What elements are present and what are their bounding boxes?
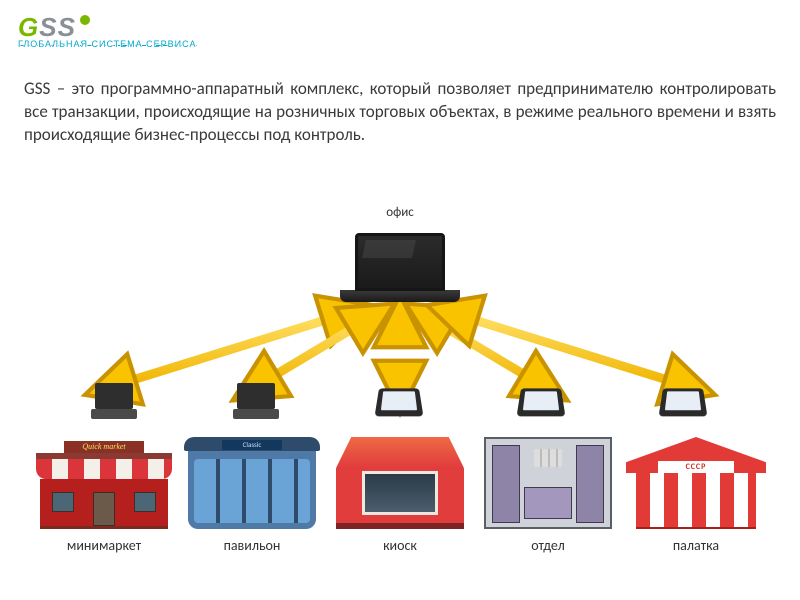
- node-label-kiosk: киоск: [336, 537, 464, 554]
- pavilion-sign: Classic: [222, 440, 282, 450]
- label-row: минимаркет павильон киоск отдел палатка: [0, 537, 800, 554]
- section-icon: [484, 437, 612, 529]
- node-label-minimarket: минимаркет: [40, 537, 168, 554]
- node-label-section: отдел: [484, 537, 612, 554]
- minimarket-sign: Quick market: [64, 441, 144, 453]
- minimarket-icon: Quick market: [40, 437, 168, 529]
- kiosk-icon: [336, 437, 464, 529]
- logo-tagline: ГЛОБАЛЬНАЯ СИСТЕМА СЕРВИСА: [18, 39, 196, 49]
- building-row: Quick market Classic СССР: [0, 437, 800, 529]
- pos-terminal-icon: [231, 383, 286, 425]
- laptop-icon: [340, 233, 460, 311]
- logo-dot-icon: [80, 15, 90, 25]
- network-diagram: офис Quick market Classic СС: [0, 205, 800, 600]
- pavilion-icon: Classic: [188, 437, 316, 529]
- description-text: GSS – это программно-аппаратный комплекс…: [24, 78, 776, 147]
- center-node-label: офис: [0, 205, 800, 220]
- tablet-icon: [515, 383, 570, 425]
- node-label-tent: палатка: [632, 537, 760, 554]
- tablet-icon: [373, 383, 428, 425]
- device-row: [0, 383, 800, 425]
- tablet-icon: [657, 383, 712, 425]
- gss-logo: GSS ГЛОБАЛЬНАЯ СИСТЕМА СЕРВИСА: [18, 12, 196, 49]
- tent-sign: СССР: [658, 461, 735, 473]
- pos-terminal-icon: [89, 383, 144, 425]
- tent-icon: СССР: [632, 437, 760, 529]
- node-label-pavilion: павильон: [188, 537, 316, 554]
